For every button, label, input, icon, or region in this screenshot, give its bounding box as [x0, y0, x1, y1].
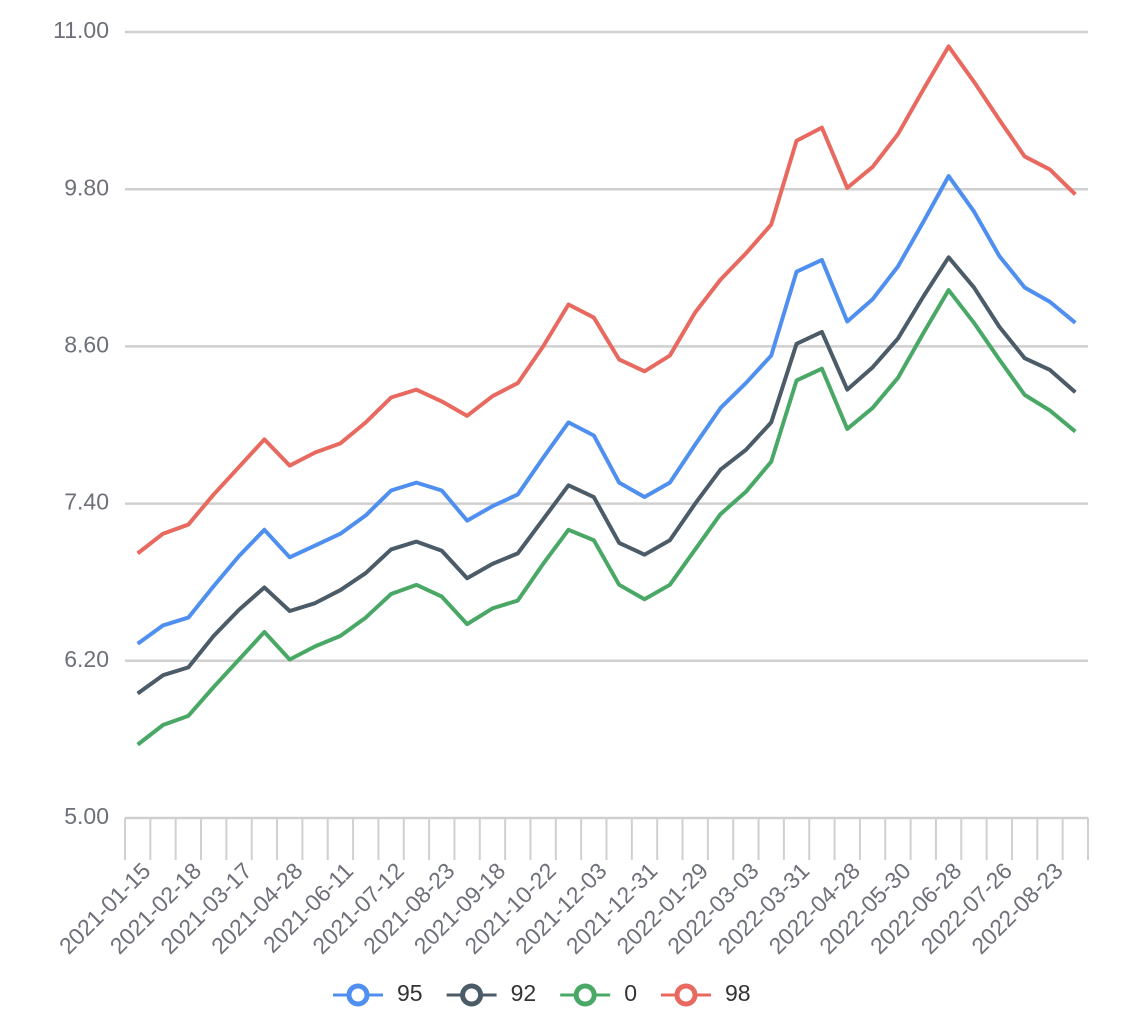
legend-label: 98	[725, 980, 751, 1006]
legend-icon	[460, 983, 484, 1007]
legend-icon	[346, 983, 370, 1007]
series-line	[136, 288, 1077, 747]
legend-label: 95	[397, 980, 423, 1006]
series-line	[136, 255, 1077, 696]
legend-icon	[573, 983, 597, 1007]
y-tick-label: 9.80	[64, 174, 109, 200]
series-line	[136, 44, 1077, 555]
y-tick-label: 6.20	[64, 646, 109, 672]
y-tick-label: 11.00	[53, 17, 109, 43]
y-tick-label: 8.60	[64, 331, 109, 357]
series-line	[136, 174, 1077, 646]
legend-label: 0	[624, 980, 637, 1006]
y-tick-label: 7.40	[64, 489, 109, 515]
legend-label: 92	[511, 980, 537, 1006]
y-tick-label: 5.00	[64, 803, 109, 829]
legend: 95 92 0 98	[333, 980, 751, 1007]
legend-icon	[674, 983, 698, 1007]
